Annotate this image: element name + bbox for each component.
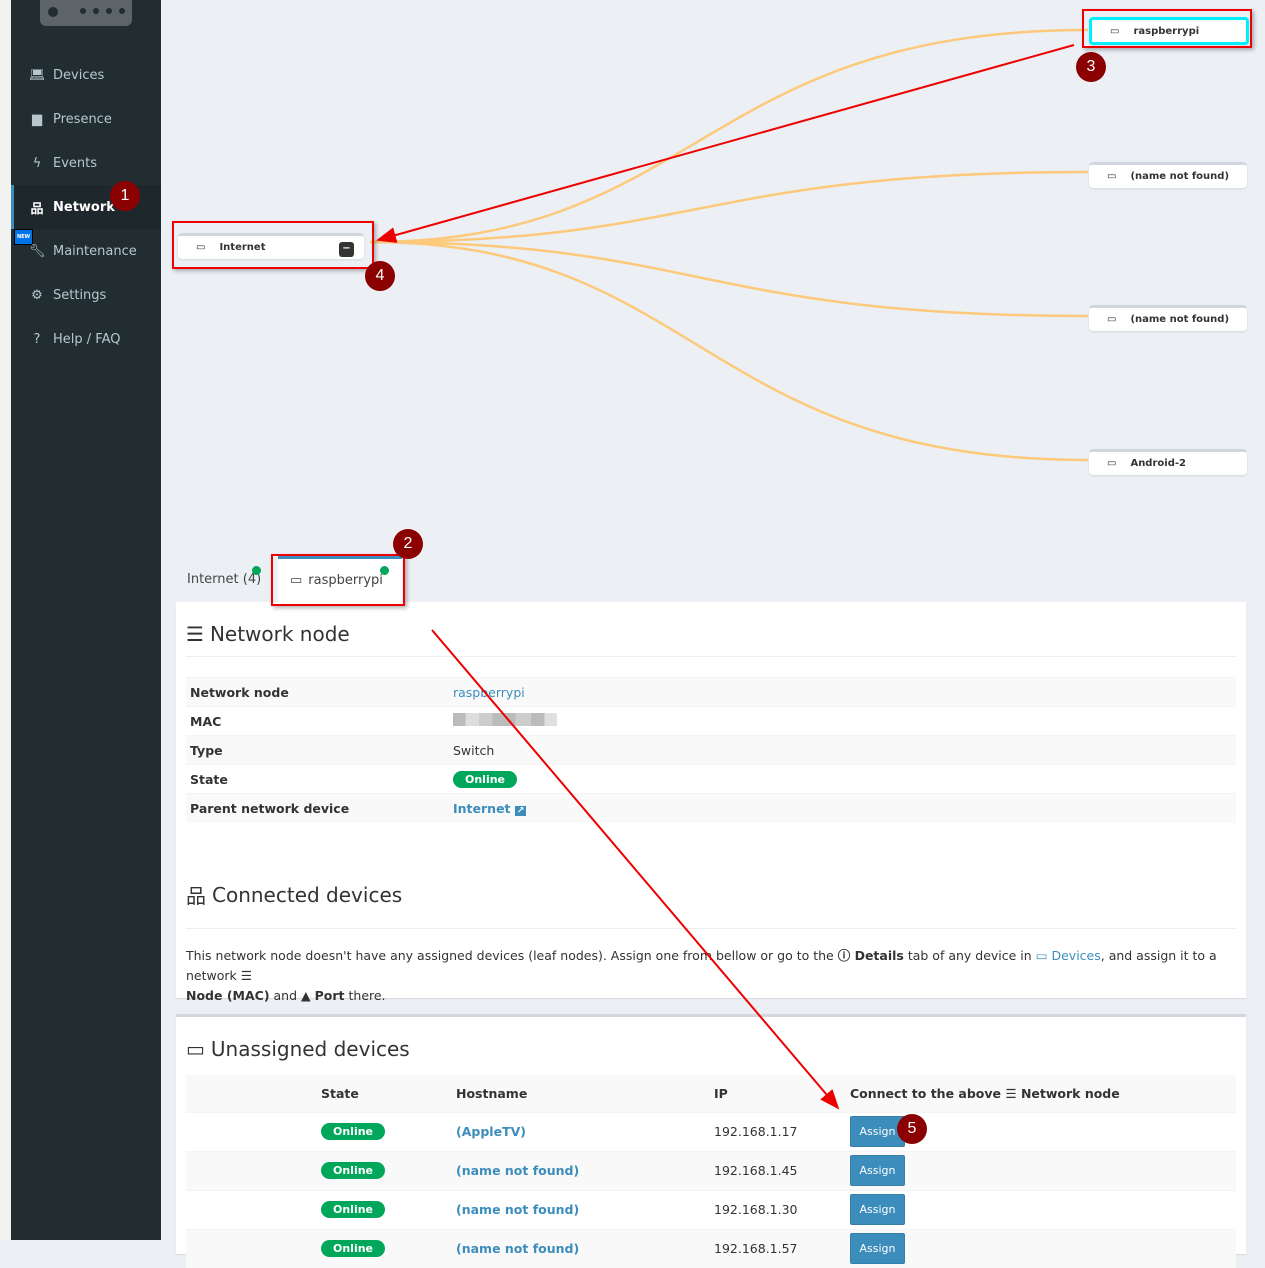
mac-redacted xyxy=(453,713,557,726)
table-row: Online (AppleTV) 192.168.1.17 Assign xyxy=(186,1111,1236,1151)
tab-raspberrypi[interactable]: ▭ raspberrypi xyxy=(278,556,402,602)
sidebar: 💻︎ Devices ▆ Presence ϟ Events 品 Network NEW… xyxy=(11,0,161,1240)
server-icon: ☰ xyxy=(240,968,252,983)
laptop-icon: ▭ xyxy=(1110,25,1120,37)
annotation-arrow xyxy=(376,44,1075,243)
external-link-icon: ↗ xyxy=(514,805,527,816)
parent-link[interactable]: Internet ↗ xyxy=(453,800,527,816)
section-title: ☰ Network node xyxy=(186,622,350,646)
graph-node[interactable]: ▭ (name not found) xyxy=(1089,305,1247,331)
section-title: 品 Connected devices xyxy=(186,880,402,909)
link-raspberrypi xyxy=(369,28,1089,244)
laptop-icon: 💻︎ xyxy=(29,67,46,83)
sidebar-item-help[interactable]: ? Help / FAQ xyxy=(11,317,161,361)
annotation-marker: 4 xyxy=(365,261,395,291)
server-icon: ☰ xyxy=(1005,1085,1017,1101)
hostname-link[interactable]: (name not found) xyxy=(456,1241,580,1257)
annotation-marker: 5 xyxy=(897,1114,927,1144)
node-link[interactable]: raspberrypi xyxy=(453,684,525,700)
gear-icon: ⚙ xyxy=(31,287,43,303)
laptop-icon: ▭ xyxy=(1107,171,1117,182)
node-details-table: Network node raspberrypi MAC Type Switch S… xyxy=(186,677,1236,823)
annotation-marker: 3 xyxy=(1076,52,1106,82)
link-android xyxy=(369,240,1089,462)
laptop-icon: ▭ xyxy=(196,242,206,253)
sidebar-item-presence[interactable]: ▆ Presence xyxy=(11,97,161,141)
unassigned-panel: ▭ Unassigned devices State Hostname IP Conne… xyxy=(176,1014,1246,1268)
status-badge: Online xyxy=(321,1201,386,1218)
annotation-box xyxy=(172,221,374,269)
sidebar-item-devices[interactable]: 💻︎ Devices xyxy=(29,67,105,83)
laptop-icon: ▭ xyxy=(290,573,303,588)
collapse-button[interactable]: − xyxy=(339,242,354,257)
annotation-box xyxy=(271,554,405,606)
info-icon: ⓘ xyxy=(837,948,855,963)
logo xyxy=(40,0,132,26)
sidebar-item-settings[interactable]: ⚙ Settings xyxy=(11,273,161,317)
hostname-link[interactable]: (name not found) xyxy=(456,1202,580,1217)
table-row: Online (name not found) 192.168.1.45 Assign xyxy=(186,1150,1236,1190)
port-icon: ▲ xyxy=(301,988,311,1003)
hostname-link[interactable]: (AppleTV) xyxy=(456,1124,526,1139)
table-row: Online (name not found) 192.168.1.30 Assign xyxy=(186,1189,1236,1229)
annotation-marker: 2 xyxy=(393,529,423,559)
assign-button[interactable]: Assign xyxy=(850,1155,905,1186)
annotation-marker: 1 xyxy=(110,181,140,211)
graph-node-raspberrypi[interactable]: ▭ raspberrypi xyxy=(1089,17,1249,45)
graph-node-android[interactable]: ▭ Android-2 xyxy=(1089,449,1247,475)
sidebar-item-maintenance[interactable]: 🔧︎ Maintenance xyxy=(29,243,137,259)
link-node-2 xyxy=(369,170,1089,244)
bolt-icon: ϟ xyxy=(32,155,42,171)
graph-node[interactable]: ▭ (name not found) xyxy=(1089,162,1247,188)
status-badge: Online xyxy=(453,770,518,788)
network-node-panel: ☰ Network node Network node raspberrypi MA… xyxy=(176,602,1246,998)
network-links xyxy=(369,28,1089,462)
calendar-icon: ▆ xyxy=(32,111,42,127)
assign-button[interactable]: Assign xyxy=(850,1233,905,1265)
sidebar-item-events[interactable]: ϟ Events xyxy=(11,141,161,185)
status-dot xyxy=(380,566,389,575)
hostname-link[interactable]: (name not found) xyxy=(456,1163,580,1178)
connected-description: This network node doesn't have any assig… xyxy=(186,948,1217,1003)
annotation-box xyxy=(1082,9,1252,48)
devices-link[interactable]: ▭ Devices xyxy=(1035,948,1101,963)
node-tabs: Internet (4) ▭ raspberrypi xyxy=(176,556,1246,602)
laptop-icon: ▭ xyxy=(186,1037,205,1061)
status-dot xyxy=(252,566,261,575)
section-title: ▭ Unassigned devices xyxy=(186,1037,410,1061)
status-badge: Online xyxy=(321,1240,386,1258)
new-badge: NEW xyxy=(14,229,33,245)
sitemap-icon: 品 xyxy=(186,884,206,908)
assign-button[interactable]: Assign xyxy=(850,1116,905,1147)
graph-node-internet[interactable]: ▭ Internet − xyxy=(178,233,364,259)
wrench-icon: 🔧︎ xyxy=(29,243,46,259)
table-row: Online (name not found) 192.168.1.57 Assign xyxy=(186,1228,1236,1268)
status-badge: Online xyxy=(321,1162,386,1179)
link-node-3 xyxy=(369,240,1089,318)
laptop-icon: ▭ xyxy=(1107,458,1117,469)
laptop-icon: ▭ xyxy=(1107,314,1117,325)
assign-button[interactable]: Assign xyxy=(850,1194,905,1225)
unassigned-table: State Hostname IP Connect to the above ☰ Ne… xyxy=(186,1075,1236,1268)
sitemap-icon: 品 xyxy=(30,201,44,217)
server-icon: ☰ xyxy=(186,622,204,646)
question-icon: ? xyxy=(33,331,41,347)
page-edge xyxy=(0,0,11,1240)
status-badge: Online xyxy=(321,1123,386,1140)
tab-internet[interactable]: Internet (4) xyxy=(187,571,262,587)
